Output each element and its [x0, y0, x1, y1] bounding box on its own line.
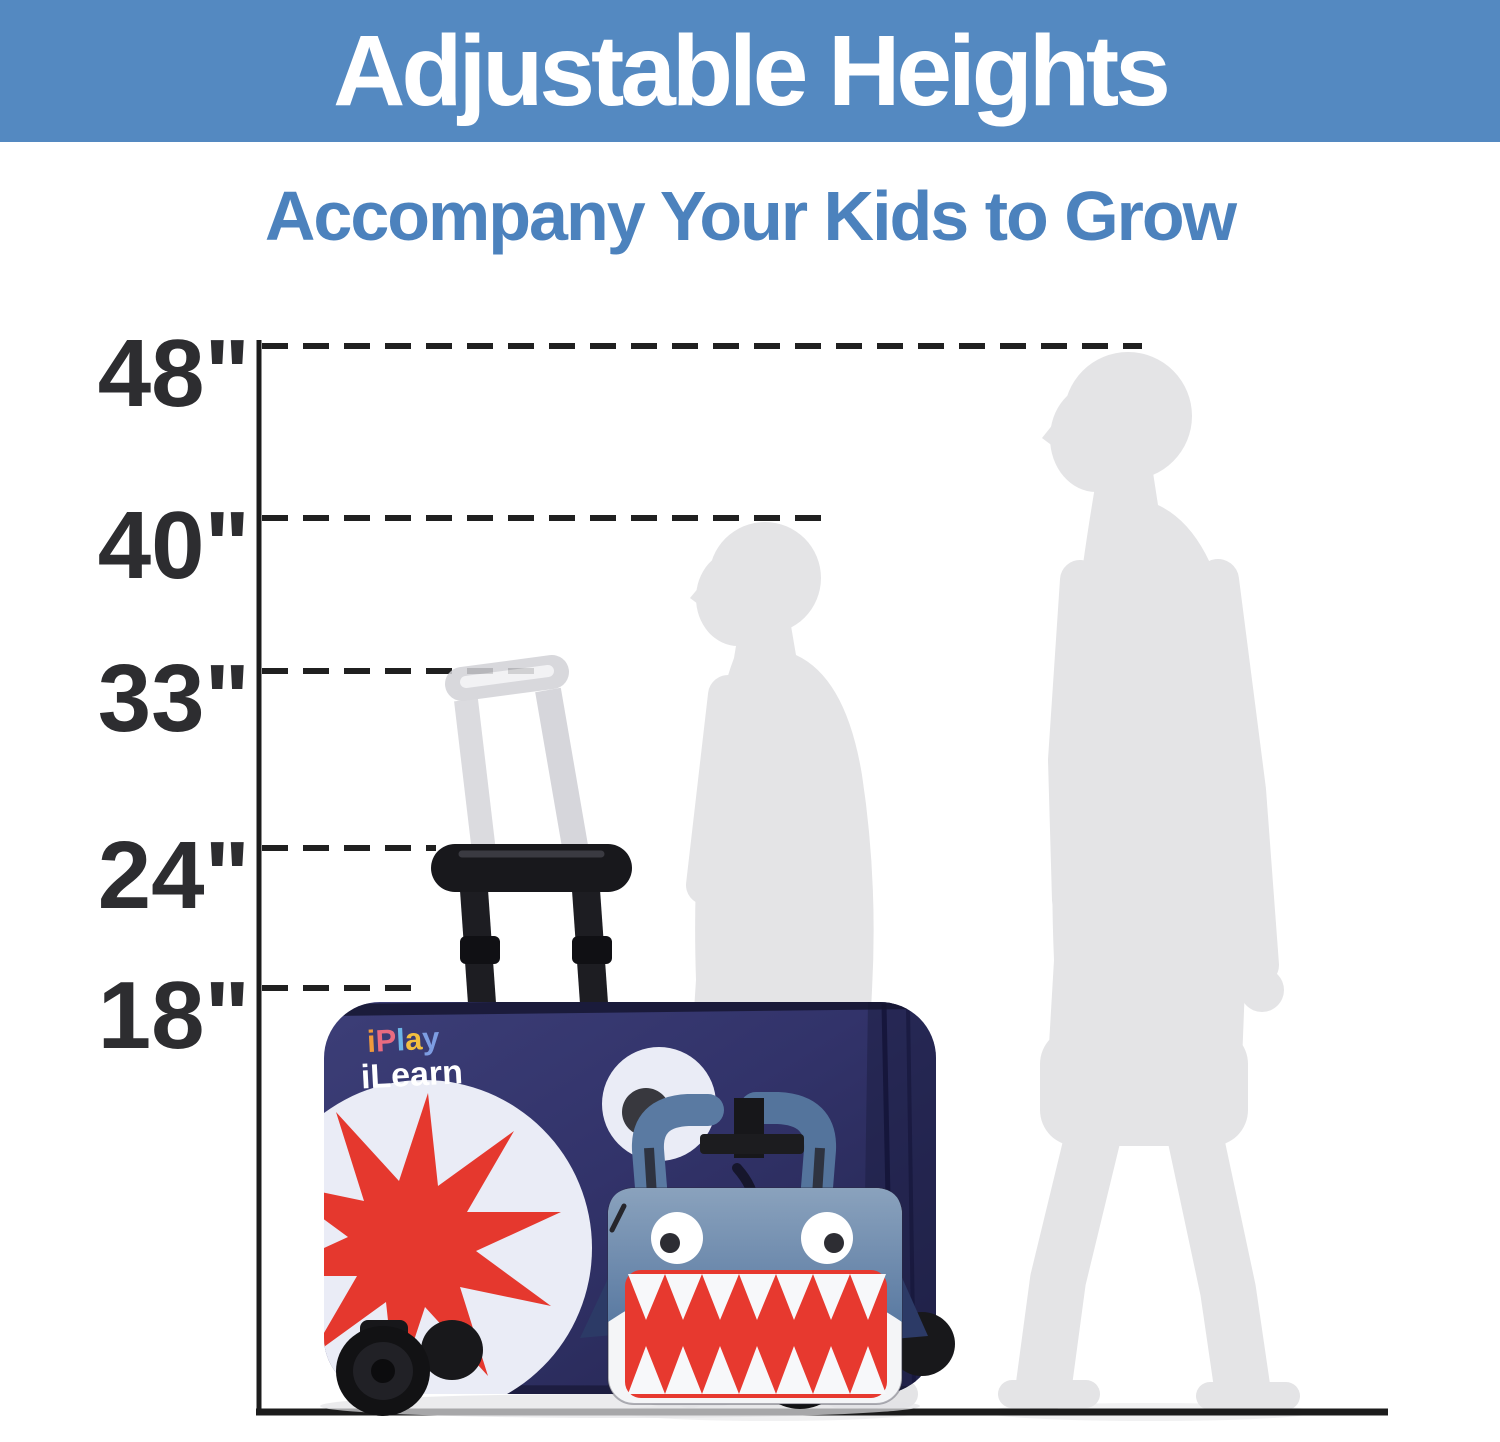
- backpack: [580, 1092, 928, 1405]
- brand-logo: iPlay iLearn: [360, 1020, 464, 1096]
- scale-label-33: 33": [98, 645, 250, 752]
- brand-logo-line2: iLearn: [360, 1053, 464, 1096]
- scale-label-48: 48": [98, 320, 250, 427]
- scale-label-18: 18": [98, 962, 250, 1069]
- backpack-eye-right-pupil: [824, 1233, 844, 1253]
- shark-starburst: [324, 1093, 561, 1394]
- backpack-eye-left-pupil: [660, 1233, 680, 1253]
- backpack-teeth-bottom: [628, 1346, 886, 1394]
- wheel-rear-left: [421, 1320, 483, 1380]
- child-silhouette-tall: [985, 352, 1315, 1421]
- scale-label-24: 24": [98, 822, 250, 929]
- backpack-teeth-top: [628, 1274, 886, 1320]
- header-banner: Adjustable Heights: [0, 0, 1500, 142]
- page-title: Adjustable Heights: [333, 15, 1171, 127]
- brand-logo-line1: iPlay: [366, 1020, 441, 1059]
- zipper-pull: [609, 1203, 627, 1233]
- scale-label-40: 40": [98, 492, 250, 599]
- measurement-scale: 48" 40" 33" 24" 18": [98, 320, 1388, 1416]
- extended-handle-ghost: [445, 655, 589, 855]
- strap-adjuster: [700, 1134, 804, 1154]
- page-subtitle: Accompany Your Kids to Grow: [264, 177, 1237, 255]
